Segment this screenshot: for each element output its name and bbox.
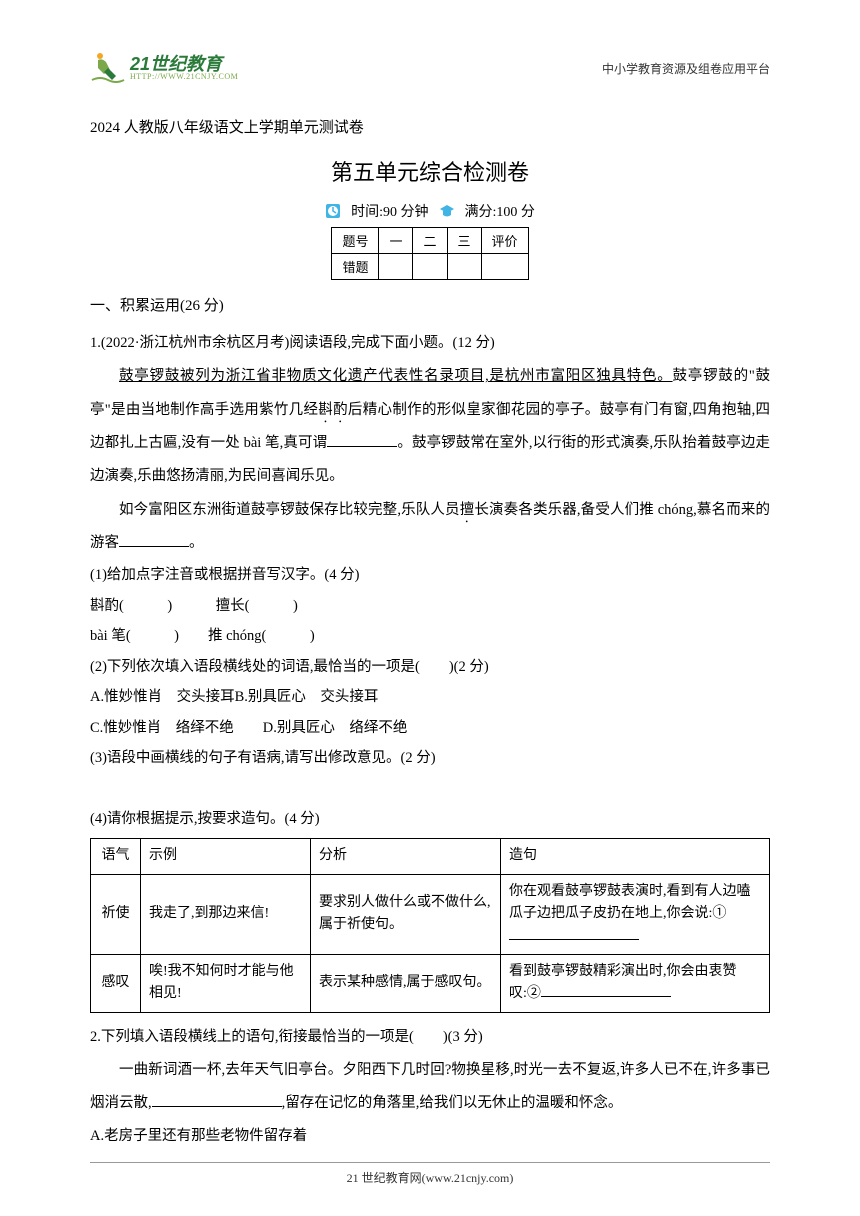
cell: 唉!我不知何时才能与他相见! [141,954,311,1012]
cell: 表示某种感情,属于感叹句。 [311,954,501,1012]
th: 分析 [311,839,501,874]
info-row: 时间:90 分钟 满分:100 分 [90,201,770,221]
footer-divider [90,1162,770,1163]
q1-sub1-row1: 斟酌( ) 擅长( ) [90,591,770,621]
score-label: 满分:100 分 [465,201,535,221]
logo-sub-text: HTTP://WWW.21CNJY.COM [130,73,238,81]
sentence-table: 语气 示例 分析 造句 祈使 我走了,到那边来信! 要求别人做什么或不做什么,属… [90,838,770,1012]
q1-sub4: (4)请你根据提示,按要求造句。(4 分) [90,804,770,834]
cell: 评价 [481,228,528,254]
doc-title: 2024 人教版八年级语文上学期单元测试卷 [90,116,770,137]
cell: 要求别人做什么或不做什么,属于祈使句。 [311,874,501,954]
cell [379,254,413,280]
logo: 21世纪教育 HTTP://WWW.21CNJY.COM [90,50,238,86]
page-header: 21世纪教育 HTTP://WWW.21CNJY.COM 中小学教育资源及组卷应… [90,50,770,86]
main-title: 第五单元综合检测卷 [90,155,770,187]
th: 语气 [91,839,141,874]
text: 你在观看鼓亭锣鼓表演时,看到有人边嗑瓜子边把瓜子皮扔在地上,你会说:① [509,884,751,921]
q1-p1: 鼓亭锣鼓被列为浙江省非物质文化遗产代表性名录项目,是杭州市富阳区独具特色。鼓亭锣… [90,360,770,493]
item: bài 笔( ) [90,628,179,644]
q1-p2: 如今富阳区东洲街道鼓亭锣鼓保存比较完整,乐队人员擅长演奏各类乐器,备受人们推 c… [90,494,770,561]
clock-icon [325,203,341,219]
section-1-title: 一、积累运用(26 分) [90,294,770,315]
q1-sub2-row1: A.惟妙惟肖 交头接耳B.别具匠心 交头接耳 [90,682,770,712]
footer-text: 21 世纪教育网(www.21cnjy.com) [347,1171,514,1185]
cell: 你在观看鼓亭锣鼓表演时,看到有人边嗑瓜子边把瓜子皮扔在地上,你会说:① [501,874,770,954]
cell: 我走了,到那边来信! [141,874,311,954]
cell [481,254,528,280]
blank [541,983,671,997]
logo-main-text: 21世纪教育 [130,55,238,73]
text: 如今富阳区东洲街道鼓亭锣鼓保存比较完整,乐队人员 [119,502,460,518]
logo-icon [90,50,126,86]
q2-option-a: A.老房子里还有那些老物件留存着 [90,1121,770,1151]
cell: 错题 [332,254,379,280]
table-row: 祈使 我走了,到那边来信! 要求别人做什么或不做什么,属于祈使句。 你在观看鼓亭… [91,874,770,954]
cell: 二 [413,228,447,254]
blank [119,533,189,548]
option-d: D.别具匠心 络绎不绝 [263,720,408,736]
cell: 题号 [332,228,379,254]
option-a: A.惟妙惟肖 交头接耳 [90,689,235,705]
table-row: 错题 [332,254,528,280]
cell [413,254,447,280]
cap-icon [439,203,455,219]
q1-sub2: (2)下列依次填入语段横线处的词语,最恰当的一项是( )(2 分) [90,652,770,682]
cell [447,254,481,280]
cell: 祈使 [91,874,141,954]
th: 造句 [501,839,770,874]
option-c: C.惟妙惟肖 络绎不绝 [90,720,234,736]
q1-sub1: (1)给加点字注音或根据拼音写汉字。(4 分) [90,560,770,590]
text: ,留存在记忆的角落里,给我们以无休止的温暖和怀念。 [282,1095,623,1111]
text: 。 [189,535,204,551]
blank [327,433,397,448]
cell: 看到鼓亭锣鼓精彩演出时,你会由衷赞叹:② [501,954,770,1012]
cell: 三 [447,228,481,254]
q2-p1: 一曲新词酒一杯,去年天气旧亭台。夕阳西下几时回?物换星移,时光一去不复返,许多人… [90,1054,770,1121]
option-b: B.别具匠心 交头接耳 [235,689,379,705]
q1-sub2-row2: C.惟妙惟肖 络绎不绝 D.别具匠心 络绎不绝 [90,713,770,743]
table-header-row: 语气 示例 分析 造句 [91,839,770,874]
cell: 感叹 [91,954,141,1012]
item: 推 chóng( ) [208,628,315,644]
q1-sub3: (3)语段中画横线的句子有语病,请写出修改意见。(2 分) [90,743,770,773]
q1-sub1-row2: bài 笔( ) 推 chóng( ) [90,621,770,651]
table-row: 题号 一 二 三 评价 [332,228,528,254]
page-footer: 21 世纪教育网(www.21cnjy.com) [0,1162,860,1186]
emphasis-text: 擅 [460,502,475,518]
q1-stem: 1.(2022·浙江杭州市余杭区月考)阅读语段,完成下面小题。(12 分) [90,327,770,360]
blank [509,926,639,940]
logo-text: 21世纪教育 HTTP://WWW.21CNJY.COM [130,55,238,81]
item: 斟酌( ) [90,598,172,614]
item: 擅长( ) [216,598,298,614]
th: 示例 [141,839,311,874]
blank [152,1093,282,1108]
emphasis-text: 斟酌 [318,402,348,418]
q1-sub3-blank [90,773,770,803]
score-table: 题号 一 二 三 评价 错题 [331,227,528,280]
header-right-text: 中小学教育资源及组卷应用平台 [602,60,770,77]
q2-stem: 2.下列填入语段横线上的语句,衔接最恰当的一项是( )(3 分) [90,1021,770,1054]
cell: 一 [379,228,413,254]
time-label: 时间:90 分钟 [351,201,428,221]
table-row: 感叹 唉!我不知何时才能与他相见! 表示某种感情,属于感叹句。 看到鼓亭锣鼓精彩… [91,954,770,1012]
underlined-text: 鼓亭锣鼓被列为浙江省非物质文化遗产代表性名录项目,是杭州市富阳区独具特色。 [119,368,673,384]
